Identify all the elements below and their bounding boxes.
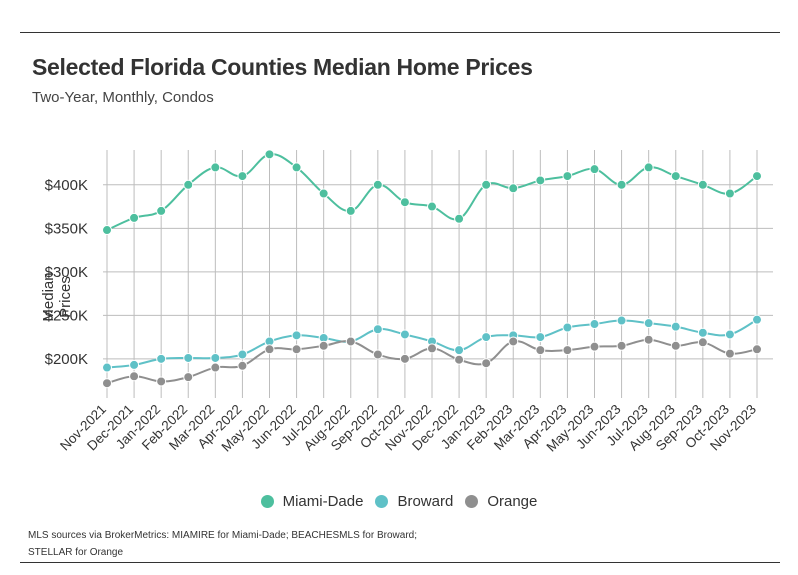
data-point-miami-dade [210, 162, 221, 173]
data-point-miami-dade [102, 225, 112, 236]
data-point-orange [562, 345, 573, 356]
data-point-orange [264, 344, 275, 355]
y-tick-label: $350K [45, 220, 88, 237]
data-point-miami-dade [291, 162, 302, 173]
data-point-miami-dade [508, 183, 519, 194]
data-point-miami-dade [129, 212, 140, 223]
source-note-line1: MLS sources via BrokerMetrics: MIAMIRE f… [28, 530, 417, 541]
data-point-orange [372, 349, 383, 360]
data-point-broward [535, 332, 546, 343]
data-point-miami-dade [156, 205, 167, 216]
data-point-orange [237, 360, 248, 371]
data-point-broward [589, 319, 600, 330]
data-point-miami-dade [616, 179, 627, 190]
data-point-orange [535, 345, 546, 356]
y-tick-label: $200K [45, 351, 88, 368]
data-point-miami-dade [670, 171, 681, 182]
data-point-miami-dade [724, 188, 735, 199]
source-note-line2: STELLAR for Orange [28, 547, 124, 558]
data-point-miami-dade [454, 213, 465, 224]
top-rule [20, 32, 780, 33]
data-point-broward [372, 324, 383, 335]
data-point-orange [291, 344, 302, 355]
data-point-orange [697, 337, 708, 348]
data-point-orange [102, 378, 112, 389]
data-point-orange [752, 344, 762, 355]
data-point-broward [291, 330, 302, 341]
data-point-orange [454, 354, 465, 365]
data-point-orange [589, 341, 600, 352]
data-point-broward [183, 352, 194, 363]
data-point-orange [156, 376, 167, 387]
data-point-broward [643, 318, 654, 329]
data-point-orange [670, 340, 681, 351]
data-point-miami-dade [535, 175, 546, 186]
legend-swatch [375, 495, 389, 508]
data-point-orange [616, 340, 627, 351]
data-point-broward [752, 314, 762, 325]
data-point-miami-dade [562, 171, 573, 182]
legend-swatch [465, 495, 479, 508]
y-tick-label: $400K [45, 177, 88, 194]
data-point-broward [399, 329, 410, 340]
data-point-miami-dade [183, 179, 194, 190]
data-point-miami-dade [318, 188, 329, 199]
data-point-miami-dade [589, 164, 600, 175]
data-point-orange [643, 334, 654, 345]
data-point-orange [427, 343, 437, 354]
data-point-orange [183, 372, 194, 383]
data-point-broward [481, 332, 492, 343]
data-point-miami-dade [345, 205, 356, 216]
legend: Miami-Dade Broward Orange [0, 493, 798, 512]
legend-item-orange: Orange [465, 493, 537, 510]
data-point-miami-dade [481, 179, 492, 190]
data-point-broward [670, 321, 681, 332]
data-point-orange [210, 362, 221, 373]
data-point-miami-dade [399, 197, 410, 208]
bottom-rule [20, 562, 780, 563]
legend-label: Orange [487, 493, 538, 510]
legend-item-broward: Broward [375, 493, 453, 510]
data-point-broward [102, 362, 112, 373]
data-point-miami-dade [752, 171, 762, 182]
data-point-miami-dade [697, 179, 708, 190]
data-point-miami-dade [372, 179, 383, 190]
legend-swatch [260, 495, 274, 508]
data-point-orange [508, 336, 519, 347]
data-point-broward [697, 327, 708, 338]
y-tick-label: $250K [45, 307, 88, 324]
data-point-broward [156, 353, 167, 364]
data-point-broward [210, 352, 221, 363]
data-point-miami-dade [427, 201, 437, 212]
data-point-miami-dade [237, 171, 248, 182]
chart-title: Selected Florida Counties Median Home Pr… [32, 54, 533, 80]
y-tick-label: $300K [45, 264, 88, 281]
data-point-orange [345, 336, 356, 347]
data-point-orange [399, 353, 410, 364]
data-point-broward [454, 345, 465, 356]
data-point-orange [129, 371, 140, 382]
data-point-broward [129, 359, 140, 370]
data-point-broward [562, 322, 573, 333]
data-point-miami-dade [643, 162, 654, 173]
data-point-broward [616, 315, 627, 326]
data-point-orange [318, 340, 329, 351]
legend-item-miami-dade: Miami-Dade [260, 493, 364, 510]
data-point-orange [481, 358, 492, 369]
legend-label: Broward [397, 493, 454, 510]
data-point-broward [724, 329, 735, 340]
data-point-orange [724, 348, 735, 359]
data-point-miami-dade [264, 149, 275, 160]
chart-subtitle: Two-Year, Monthly, Condos [32, 89, 214, 106]
data-point-broward [237, 349, 248, 360]
legend-label: Miami-Dade [282, 493, 364, 510]
